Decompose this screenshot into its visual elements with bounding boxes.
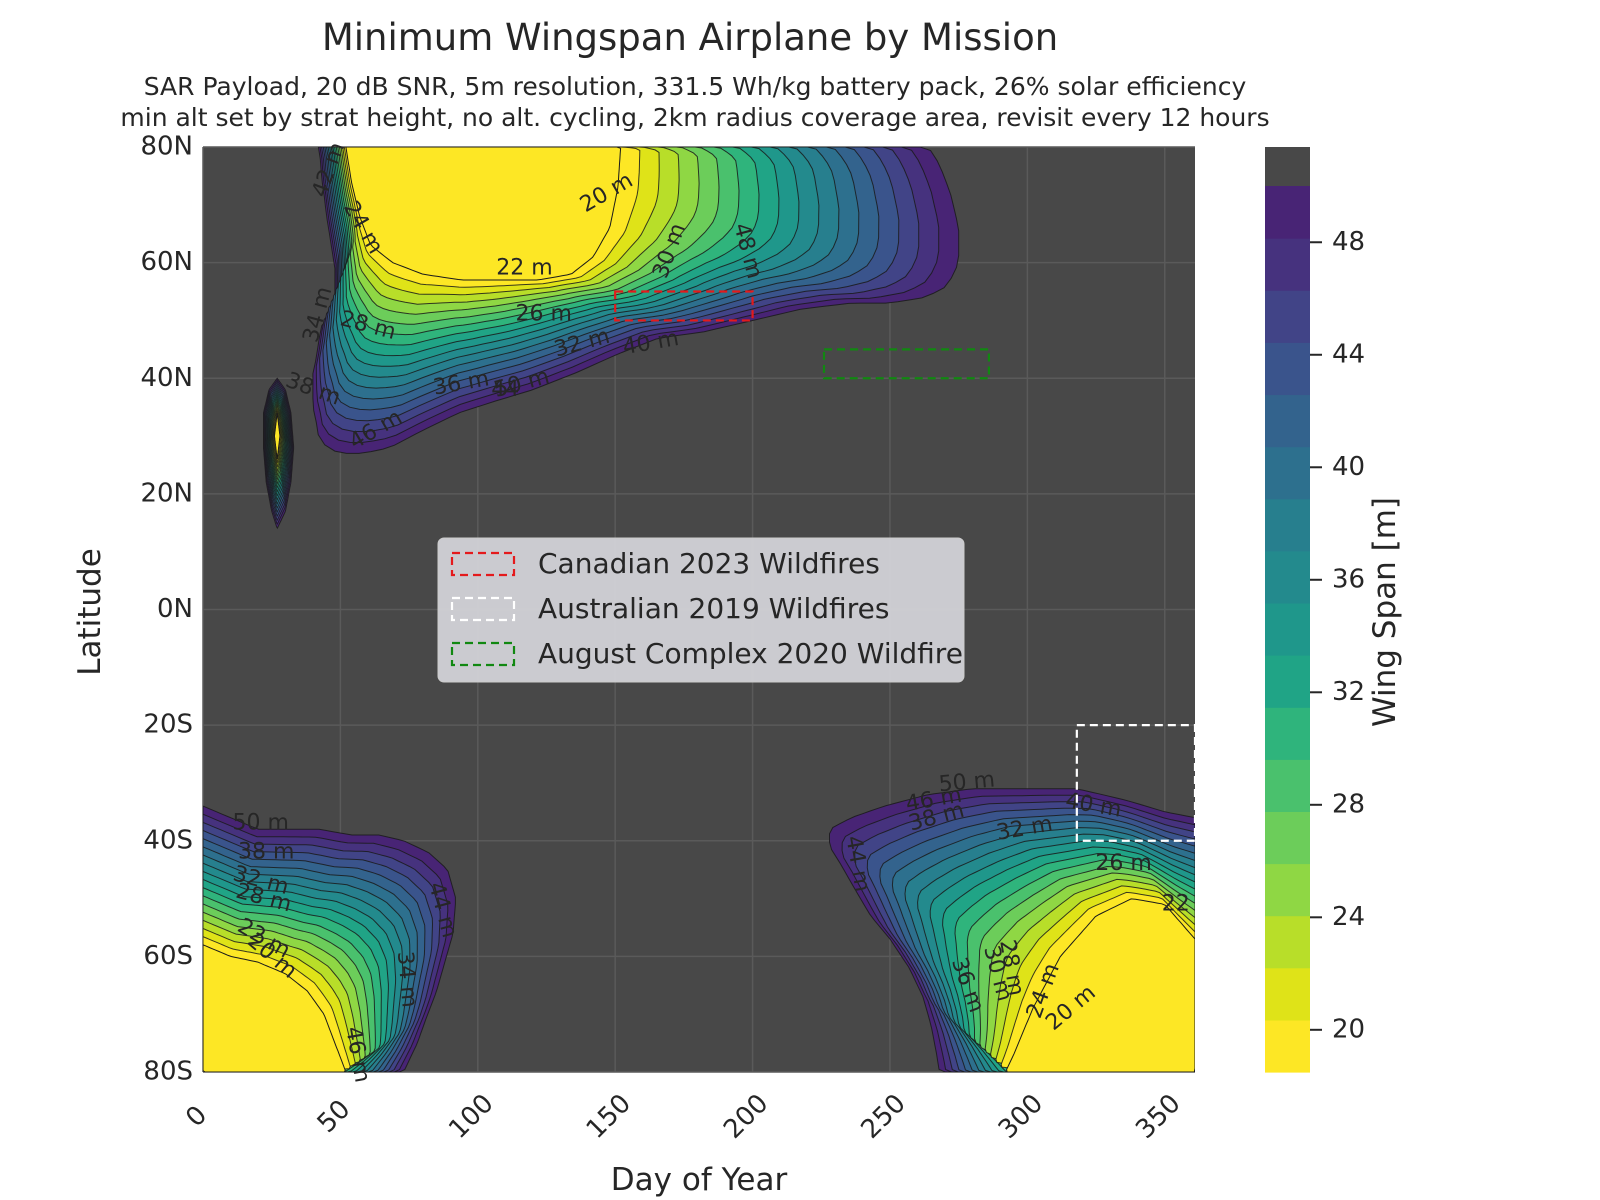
x-tick-label: 200	[718, 1088, 774, 1144]
colorbar-band	[1265, 759, 1310, 812]
box-australian-2019-wildfires	[1075, 724, 1197, 842]
colorbar-band	[1265, 498, 1310, 552]
colorbar-band	[1265, 290, 1310, 343]
colorbar-band	[1265, 707, 1310, 760]
legend-swatch	[450, 551, 516, 577]
contour-label: 50 m	[938, 767, 996, 797]
colorbar-band	[1265, 602, 1310, 656]
x-tick-label: 300	[993, 1088, 1049, 1144]
chart-title: Minimum Wingspan Airplane by Mission	[322, 16, 1058, 59]
y-tick-label: 80N	[140, 132, 193, 162]
legend: Canadian 2023 Wildfires Australian 2019 W…	[437, 537, 965, 683]
y-tick-label: 40S	[143, 825, 193, 855]
y-tick-label: 80S	[143, 1057, 193, 1087]
y-tick-label: 40N	[140, 363, 193, 393]
contour-label: 22 m	[496, 255, 552, 280]
colorbar-tick-label: 20	[1332, 1014, 1365, 1044]
colorbar-band	[1265, 342, 1310, 396]
legend-swatch	[450, 596, 516, 622]
colorbar-tick-label: 48	[1332, 227, 1365, 257]
x-tick-label: 100	[443, 1088, 499, 1144]
contour-label: 50 m	[232, 810, 288, 835]
colorbar-band	[1265, 446, 1310, 500]
y-tick-label: 60S	[143, 941, 193, 971]
colorbar-band	[1265, 238, 1310, 291]
x-tick-label: 350	[1130, 1088, 1186, 1144]
x-tick-label: 150	[581, 1088, 637, 1144]
colorbar-band	[1265, 967, 1310, 1021]
colorbar-band	[1265, 915, 1310, 969]
y-tick-label: 20S	[143, 710, 193, 740]
y-tick-label: 20N	[140, 478, 193, 508]
colorbar-band	[1265, 550, 1310, 604]
contour-label: 34 m	[392, 950, 422, 1008]
x-tick-label: 250	[855, 1088, 911, 1144]
x-axis-ticks: 0 50 100 150 200 250 300 350	[180, 1088, 1186, 1144]
legend-entry: Australian 2019 Wildfires	[538, 592, 889, 625]
colorbar-extend-top	[1265, 147, 1310, 186]
contour-core-southeast-feasible-region	[1006, 898, 1195, 1072]
x-tick-label: 50	[312, 1094, 357, 1139]
contour-label: 26 m	[515, 302, 571, 327]
colorbar-tick-label: 40	[1332, 452, 1365, 482]
legend-entry: August Complex 2020 Wildfire	[538, 637, 963, 670]
legend-entry: Canadian 2023 Wildfires	[538, 547, 880, 580]
x-axis-label: Day of Year	[611, 1162, 788, 1198]
colorbar: 20 24 28 32 36 40 44 48	[1265, 147, 1365, 1073]
plot-area	[202, 146, 1195, 1073]
colorbar-band	[1265, 811, 1310, 865]
colorbar-band	[1265, 394, 1310, 448]
y-axis-ticks: 80N 60N 40N 20N 0N 20S 40S 60S 80S	[140, 132, 193, 1087]
colorbar-tick-label: 24	[1332, 902, 1365, 932]
box-canadian-2023-wildfires	[614, 290, 754, 322]
legend-box	[437, 537, 965, 683]
colorbar-band	[1265, 1019, 1310, 1073]
contour-core-north-feasible-region	[345, 147, 622, 281]
colorbar-tick-label: 32	[1332, 677, 1365, 707]
contour-label: 38 m	[238, 839, 294, 864]
contour-core-southwest-feasible-region	[203, 944, 346, 1072]
colorbar-tick-label: 36	[1332, 564, 1365, 594]
box-august-complex-2020-wildfire	[822, 348, 991, 380]
contour-label: 26 m	[1095, 851, 1151, 876]
y-tick-label: 0N	[157, 594, 193, 624]
wildfire-boxes	[614, 290, 1197, 842]
colorbar-tick-label: 44	[1332, 339, 1365, 369]
contour-core-small-island-region	[273, 412, 281, 460]
legend-swatch	[450, 641, 516, 667]
y-tick-label: 60N	[140, 247, 193, 277]
colorbar-band	[1265, 863, 1310, 917]
chart-subtitle-line-1: SAR Payload, 20 dB SNR, 5m resolution, 3…	[144, 72, 1247, 101]
contour-label: 22	[1162, 891, 1190, 916]
chart-subtitle-line-2: min alt set by strat height, no alt. cyc…	[120, 103, 1269, 132]
y-axis-label: Latitude	[72, 548, 108, 676]
x-tick-label: 0	[180, 1100, 213, 1133]
contour-layers	[203, 147, 1195, 1072]
colorbar-label: Wing Span [m]	[1367, 497, 1403, 727]
colorbar-band	[1265, 186, 1310, 239]
colorbar-tick-label: 28	[1332, 789, 1365, 819]
contour-label: 44	[491, 377, 519, 402]
colorbar-band	[1265, 655, 1310, 708]
